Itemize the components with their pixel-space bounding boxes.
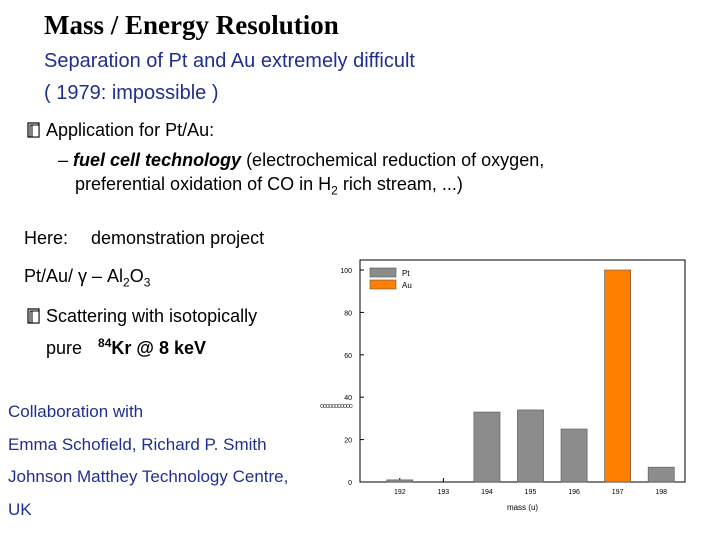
sample-a: Pt/Au/ γ – Al bbox=[24, 266, 124, 286]
legend-label-au: Au bbox=[402, 281, 412, 290]
bullet-scattering-line-2: pure 84Kr @ 8 keV bbox=[46, 336, 206, 359]
here-line: Here: demonstration project bbox=[24, 228, 264, 249]
y-tick-label: 100 bbox=[340, 268, 352, 275]
legend-swatch-pt bbox=[369, 267, 397, 278]
x-tick-label: 195 bbox=[525, 489, 537, 496]
collab-line-3: Johnson Matthey Technology Centre, bbox=[8, 467, 289, 486]
inset-curve-label: ooooooooooo bbox=[320, 403, 353, 410]
book-icon bbox=[26, 122, 42, 138]
dash: – bbox=[58, 150, 69, 170]
y-tick-label: 60 bbox=[344, 353, 352, 360]
kr-mass-superscript: 84 bbox=[98, 336, 112, 350]
x-axis-label: mass (u) bbox=[507, 503, 538, 512]
x-tick-label: 194 bbox=[481, 489, 493, 496]
here-text: demonstration project bbox=[91, 228, 265, 248]
legend-label-pt: Pt bbox=[402, 269, 410, 278]
fuel-cell-term: fuel cell technology bbox=[73, 150, 242, 170]
bar-au-197 bbox=[604, 269, 632, 483]
x-tick-label: 197 bbox=[612, 489, 624, 496]
x-tick-label: 196 bbox=[568, 489, 580, 496]
sample-b: O bbox=[129, 266, 144, 286]
collab-line-4: UK bbox=[8, 500, 32, 519]
sample-sub3: 3 bbox=[143, 275, 151, 290]
y-tick-label: 0 bbox=[348, 480, 352, 487]
pure-label: pure bbox=[46, 338, 83, 358]
book-icon bbox=[26, 308, 42, 324]
here-label: Here: bbox=[24, 228, 69, 248]
x-tick-label: 193 bbox=[438, 489, 450, 496]
bar-pt-196 bbox=[560, 428, 588, 483]
sub-bullet-line2-a: preferential oxidation of CO in H bbox=[75, 174, 332, 194]
collab-line-2: Emma Schofield, Richard P. Smith bbox=[8, 435, 267, 454]
bullet-application: Application for Pt/Au: bbox=[26, 120, 214, 141]
kr-energy-unit: V bbox=[193, 338, 206, 358]
sub-bullet-rest: (electrochemical reduction of oxygen, bbox=[241, 150, 545, 170]
bar-pt-195 bbox=[517, 409, 544, 483]
bullet-application-text: Application for Pt/Au: bbox=[46, 120, 215, 140]
kr-energy: Kr @ 8 ke bbox=[111, 338, 194, 358]
bar-pt-192 bbox=[386, 479, 414, 483]
x-tick-label: 198 bbox=[655, 489, 667, 496]
collab-line-1: Collaboration with bbox=[8, 402, 144, 421]
chart-svg: 0 20 40 60 80 100 192 193 194 195 196 197 198 mass (u… bbox=[320, 259, 686, 512]
y-tick-label: 40 bbox=[344, 395, 352, 402]
x-tick-label: 192 bbox=[394, 489, 406, 496]
bullet-scattering-text: Scattering with isotopically bbox=[46, 306, 258, 326]
subtitle-line-1: Separation of Pt and Au extremely diffic… bbox=[44, 50, 415, 72]
sub-bullet-line-1: – fuel cell technology (electrochemical … bbox=[58, 150, 544, 171]
sub-bullet-line-2: preferential oxidation of CO in H2 rich … bbox=[75, 174, 463, 198]
sample-sub2: 2 bbox=[123, 275, 130, 290]
page-title: Mass / Energy Resolution bbox=[44, 10, 339, 40]
subtitle-line-2: ( 1979: impossible ) bbox=[44, 82, 219, 104]
h2-subscript: 2 bbox=[331, 183, 338, 198]
y-tick-label: 80 bbox=[344, 310, 352, 317]
sub-bullet-line2-b: rich stream, ...) bbox=[337, 174, 463, 194]
y-tick-label: 20 bbox=[344, 438, 352, 445]
bar-pt-194 bbox=[473, 411, 501, 483]
mass-spectrum-chart: 0 20 40 60 80 100 192 193 194 195 196 197 198 mass (u… bbox=[315, 252, 695, 527]
bar-pt-198 bbox=[647, 466, 675, 483]
bullet-scattering: Scattering with isotopically bbox=[26, 306, 257, 327]
sample-line: Pt/Au/ γ – Al2O3 bbox=[24, 266, 150, 290]
legend-swatch-au bbox=[369, 279, 397, 290]
